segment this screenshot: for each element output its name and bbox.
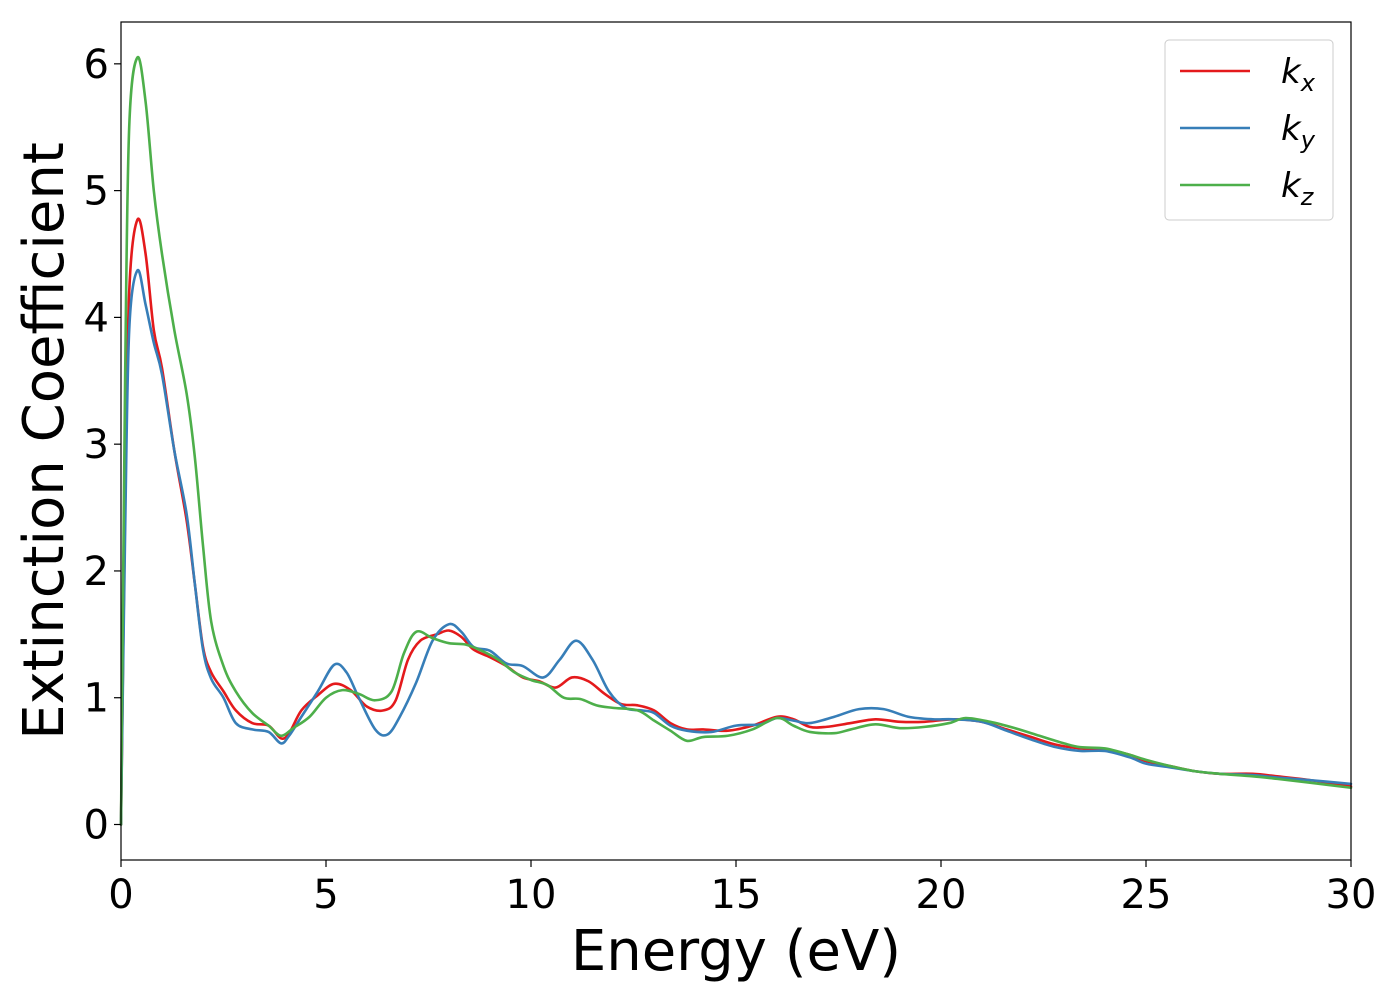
x-tick-label: 25 (1121, 872, 1172, 918)
y-tick-label: 0 (84, 803, 109, 849)
legend-label-x: kx (1281, 52, 1316, 97)
y-tick-label: 5 (84, 169, 109, 215)
y-tick-label: 4 (84, 295, 109, 341)
y-axis: 0 1 2 3 4 5 6 (84, 42, 121, 849)
series-layer (119, 55, 1353, 826)
series-line-z (119, 55, 1353, 826)
y-tick-label: 3 (84, 422, 109, 468)
x-tick-label: 30 (1326, 872, 1377, 918)
y-axis-title: Extinction Coefficient (12, 142, 77, 740)
x-axis: 0 5 10 15 20 25 30 (108, 860, 1376, 918)
x-tick-label: 15 (711, 872, 762, 918)
y-tick-label: 1 (84, 676, 109, 722)
x-tick-label: 20 (916, 872, 967, 918)
legend: kx ky kz (1164, 39, 1334, 221)
x-tick-label: 10 (506, 872, 557, 918)
y-tick-label: 6 (84, 42, 109, 88)
legend-label-z: kz (1281, 166, 1315, 211)
x-axis-title: Energy (eV) (571, 919, 901, 984)
y-tick-label: 2 (84, 549, 109, 595)
x-tick-label: 0 (108, 872, 133, 918)
series-line-y (119, 268, 1353, 826)
plot-background (121, 22, 1351, 860)
legend-label-y: ky (1281, 109, 1316, 154)
x-tick-label: 5 (313, 872, 338, 918)
legend-box (1164, 39, 1334, 221)
